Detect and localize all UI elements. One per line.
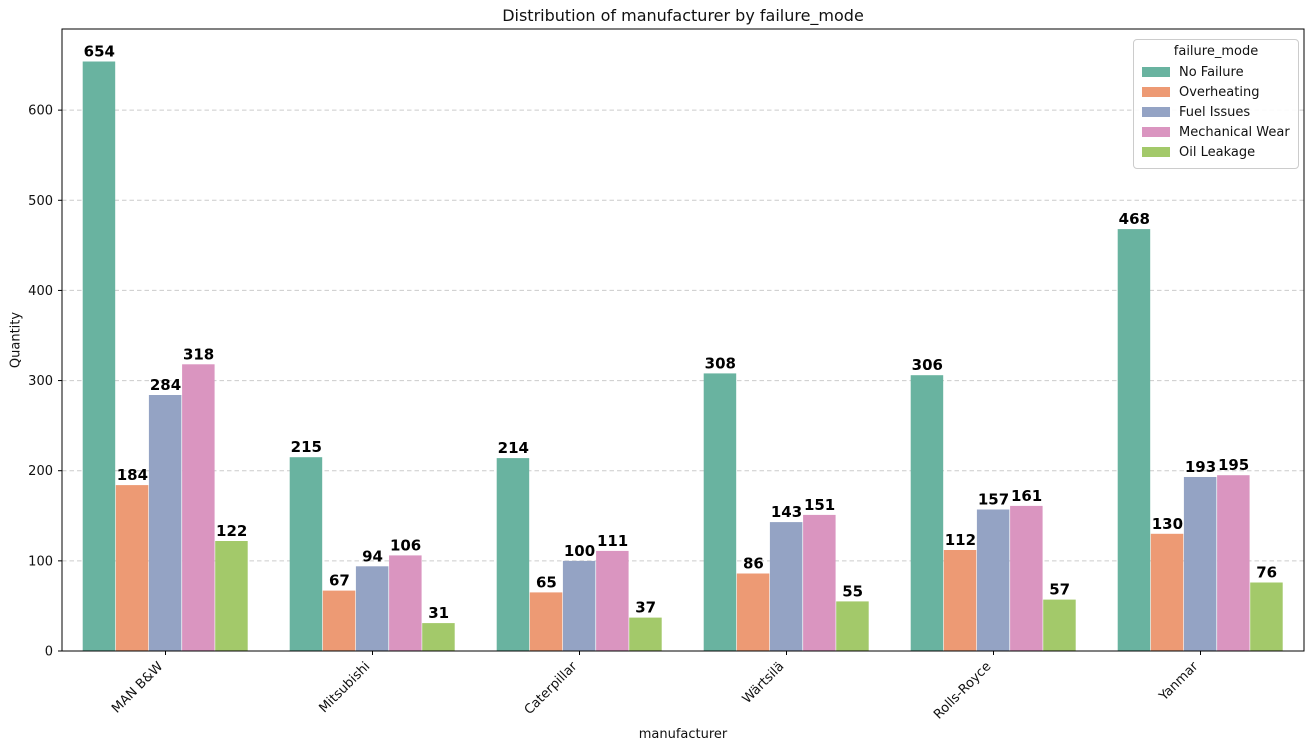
bar-overheating <box>529 592 563 651</box>
bar-no-failure <box>910 375 944 651</box>
bar-no-failure <box>289 457 323 651</box>
legend-color-swatch <box>1142 147 1170 157</box>
legend-item-label: Mechanical Wear <box>1179 124 1290 140</box>
bar-value-label: 94 <box>362 547 383 565</box>
legend-item: Oil Leakage <box>1134 142 1298 162</box>
y-tick-label: 600 <box>28 104 53 119</box>
bar-oil-leakage <box>422 623 455 651</box>
bar-value-label: 57 <box>1049 581 1070 599</box>
bar-value-label: 214 <box>498 439 529 457</box>
bar-fuel-issues <box>1183 477 1217 651</box>
bar-value-label: 112 <box>945 531 976 549</box>
bar-value-label: 193 <box>1185 458 1216 476</box>
x-axis-label: manufacturer <box>638 727 728 742</box>
bar-oil-leakage <box>1250 582 1283 651</box>
legend-color-swatch <box>1142 107 1170 117</box>
bar-value-label: 76 <box>1256 564 1277 582</box>
legend-item: No Failure <box>1134 62 1298 82</box>
legend-rows: No Failure Overheating Fuel Issues Mechanic… <box>1134 62 1298 162</box>
y-tick-label: 300 <box>28 374 53 389</box>
bar-value-label: 143 <box>771 503 802 521</box>
bar-mechanical-wear <box>182 364 215 651</box>
bar-value-label: 37 <box>635 599 656 617</box>
legend: failure_mode No Failure Overheating Fuel I… <box>1133 39 1299 169</box>
bar-oil-leakage <box>836 601 869 651</box>
bar-value-label: 65 <box>536 573 557 591</box>
legend-title: failure_mode <box>1173 44 1259 59</box>
legend-item: Overheating <box>1134 82 1298 102</box>
bar-fuel-issues <box>355 566 389 651</box>
bar-value-label: 306 <box>912 356 943 374</box>
bar-value-label: 318 <box>183 345 214 363</box>
bar-value-label: 100 <box>564 542 595 560</box>
bar-fuel-issues <box>769 522 803 651</box>
bar-value-label: 55 <box>842 582 863 600</box>
bar-mechanical-wear <box>596 550 629 651</box>
y-tick-label: 100 <box>28 554 53 569</box>
legend-color-swatch <box>1142 67 1170 77</box>
bar-value-label: 67 <box>329 572 350 590</box>
bar-no-failure <box>703 373 737 651</box>
x-tick-label: Yanmar <box>1156 659 1202 705</box>
bar-overheating <box>736 573 770 651</box>
x-tick-label: Mitsubishi <box>316 659 373 716</box>
y-tick-label: 0 <box>45 645 53 660</box>
x-tick-label: MAN B&W <box>109 659 166 716</box>
bar-value-label: 151 <box>804 496 835 514</box>
chart-title: Distribution of manufacturer by failure_… <box>502 6 864 25</box>
bar-overheating <box>115 485 149 651</box>
y-tick-label: 500 <box>28 194 53 209</box>
bar-no-failure <box>1117 229 1151 651</box>
x-tick-label: Wärtsilä <box>740 659 788 707</box>
bar-no-failure <box>82 61 116 651</box>
bar-value-label: 468 <box>1119 210 1150 228</box>
y-tick-label: 200 <box>28 464 53 479</box>
bar-oil-leakage <box>215 541 248 651</box>
bar-mechanical-wear <box>803 514 836 651</box>
bar-value-label: 31 <box>428 604 449 622</box>
bar-value-label: 157 <box>978 491 1009 509</box>
legend-color-swatch <box>1142 87 1170 97</box>
bar-value-label: 654 <box>84 43 115 61</box>
x-tick-label: Rolls-Royce <box>931 659 994 722</box>
bar-value-label: 215 <box>291 438 322 456</box>
bar-value-label: 106 <box>390 536 421 554</box>
y-tick-label: 400 <box>28 284 53 299</box>
y-axis-label: Quantity <box>8 311 24 369</box>
bar-value-label: 308 <box>705 354 736 372</box>
bar-mechanical-wear <box>389 555 422 651</box>
bar-fuel-issues <box>562 560 596 651</box>
bar-value-label: 184 <box>117 466 148 484</box>
legend-item: Mechanical Wear <box>1134 122 1298 142</box>
bar-value-label: 86 <box>743 555 764 573</box>
bar-value-label: 161 <box>1011 487 1042 505</box>
bar-value-label: 284 <box>150 376 181 394</box>
bar-value-label: 122 <box>216 522 247 540</box>
bar-fuel-issues <box>976 509 1010 651</box>
bar-overheating <box>322 590 356 651</box>
legend-item-label: Oil Leakage <box>1179 144 1256 160</box>
bar-overheating <box>1150 533 1184 651</box>
bar-no-failure <box>496 458 530 651</box>
bar-oil-leakage <box>1043 599 1076 651</box>
plot-area-border <box>61 28 1305 652</box>
bar-mechanical-wear <box>1010 505 1043 651</box>
legend-item: Fuel Issues <box>1134 102 1298 122</box>
bar-fuel-issues <box>148 395 182 651</box>
legend-item-label: Fuel Issues <box>1179 104 1251 120</box>
bar-overheating <box>943 550 977 651</box>
bar-value-label: 111 <box>597 532 628 550</box>
legend-color-swatch <box>1142 127 1170 137</box>
legend-item-label: Overheating <box>1179 84 1260 100</box>
legend-item-label: No Failure <box>1179 64 1244 80</box>
bar-value-label: 195 <box>1218 456 1249 474</box>
bar-value-label: 130 <box>1152 515 1183 533</box>
bar-mechanical-wear <box>1217 475 1250 651</box>
x-tick-label: Caterpillar <box>522 659 581 718</box>
bar-oil-leakage <box>629 617 662 651</box>
